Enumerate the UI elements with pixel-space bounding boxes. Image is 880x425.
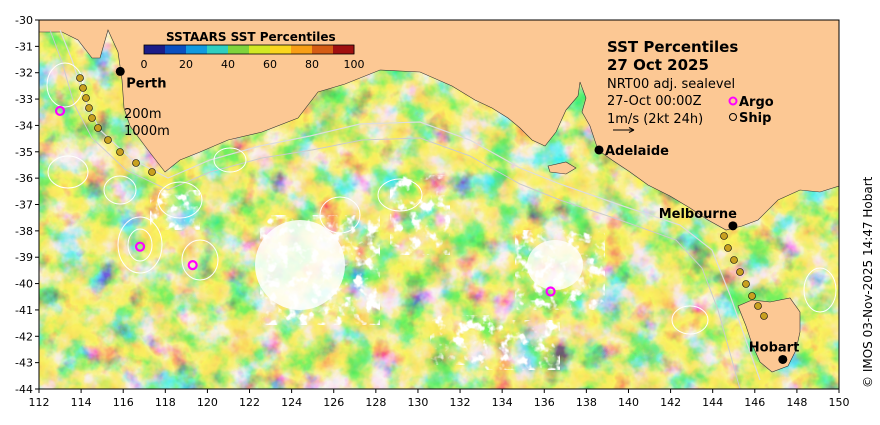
colorbar-tick-label: 20 [179,58,193,71]
lat-tick-label: -36 [15,172,33,185]
colorbar-cell [165,45,187,54]
longitude-axis: 112 114 116 118 120 122 124 126 128 130 132 134 136 1… [29,389,850,409]
lon-tick-label: 112 [29,396,50,409]
city-label-hobart: Hobart [749,340,800,355]
lat-tick-label: -38 [15,225,33,238]
vector-scale-arrow-icon [613,127,635,133]
lat-tick-label: -37 [15,199,33,212]
lat-tick-label: -40 [15,278,33,291]
city-label-melbourne: Melbourne [659,207,737,222]
lon-tick-label: 146 [744,396,765,409]
kangaroo-island [547,161,577,175]
lon-tick-label: 148 [786,396,807,409]
info-time: 27-Oct 00:00Z [607,94,702,109]
info-legend: SST Percentiles 27 Oct 2025 NRT00 adj. s… [607,38,774,133]
city-label-adelaide: Adelaide [605,144,669,159]
argo-float-marker [54,105,66,117]
lat-tick-label: -30 [15,14,33,27]
depth-label-1000m: 1000m [124,124,170,139]
lat-tick-label: -39 [15,251,33,264]
colorbar-tick-label: 40 [221,58,235,71]
lon-tick-label: 136 [534,396,555,409]
city-label-perth: Perth [126,76,166,91]
colorbar-cell [333,45,355,54]
lon-tick-label: 118 [155,396,176,409]
latitude-axis: -30 -31 -32 -33 -34 -35 -36 -37 -38 -39 -40 -41 -42 -… [15,14,39,396]
colorbar: SSTAARS SST Percentiles 0 20 40 60 80 100 [141,30,365,71]
info-date: 27 Oct 2025 [607,56,709,74]
credit-text: © IMOS 03-Nov-2025 14:47 Hobart [861,176,875,388]
colorbar-cell [312,45,334,54]
lon-tick-label: 122 [239,396,260,409]
argo-legend-label: Argo [739,95,774,110]
colorbar-cell [228,45,250,54]
argo-floats [54,105,556,297]
lon-tick-label: 140 [618,396,639,409]
city-dot [778,354,788,364]
lon-tick-label: 128 [365,396,386,409]
australia-landmass [39,20,839,231]
lon-tick-label: 124 [281,396,302,409]
ship-legend-icon [729,113,737,121]
lon-tick-label: 138 [576,396,597,409]
argo-float-marker [187,260,198,271]
lat-tick-label: -43 [15,357,33,370]
lon-tick-label: 144 [702,396,723,409]
lat-tick-label: -32 [15,67,33,80]
lon-tick-label: 132 [450,396,471,409]
lon-tick-label: 120 [197,396,218,409]
colorbar-cell [249,45,271,54]
lon-tick-label: 116 [113,396,134,409]
no-data-cloud-mask [150,175,605,370]
lon-tick-label: 142 [660,396,681,409]
lon-tick-label: 130 [407,396,428,409]
city-dot [594,145,604,155]
colorbar-tick-label: 100 [344,58,365,71]
colorbar-tick-label: 60 [263,58,277,71]
lat-tick-label: -31 [15,40,33,53]
argo-float-marker [134,241,146,252]
city-dot [115,66,125,76]
lat-tick-label: -34 [15,119,33,132]
lat-tick-label: -42 [15,330,33,343]
colorbar-cell [186,45,208,54]
colorbar-cell [291,45,313,54]
lat-tick-label: -41 [15,304,33,317]
colorbar-cell [270,45,292,54]
city-dot [728,221,738,231]
tasmania [737,297,801,373]
colorbar-title: SSTAARS SST Percentiles [166,30,336,44]
depth-label-200m: 200m [124,107,161,122]
bathymetry-1000m [49,29,741,389]
lat-tick-label: -33 [15,93,33,106]
city-markers: Perth Adelaide Melbourne Hobart [115,66,800,364]
ship-track-east [720,232,768,320]
lon-tick-label: 150 [829,396,850,409]
info-vector-scale: 1m/s (2kt 24h) [607,112,703,127]
lon-tick-label: 114 [71,396,92,409]
argo-legend-icon [728,96,738,106]
info-title: SST Percentiles [607,38,738,56]
lat-tick-label: -44 [15,383,33,396]
lat-tick-label: -35 [15,146,33,159]
ship-legend-label: Ship [739,111,771,126]
info-product: NRT00 adj. sealevel [607,77,735,92]
lon-tick-label: 134 [492,396,513,409]
lon-tick-label: 126 [323,396,344,409]
argo-float-marker [545,286,556,297]
colorbar-cell [207,45,229,54]
colorbar-tick-label: 0 [141,58,148,71]
ship-track-west [76,74,156,176]
colorbar-cell [144,45,166,54]
colorbar-tick-label: 80 [305,58,319,71]
